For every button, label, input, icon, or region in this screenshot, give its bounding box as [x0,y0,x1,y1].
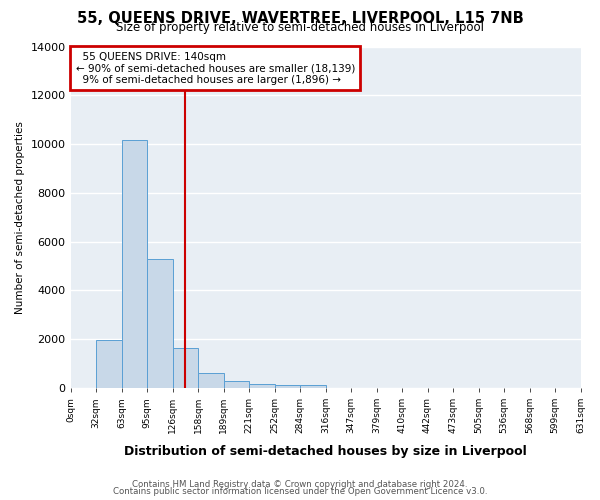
X-axis label: Distribution of semi-detached houses by size in Liverpool: Distribution of semi-detached houses by … [124,444,527,458]
Text: 55, QUEENS DRIVE, WAVERTREE, LIVERPOOL, L15 7NB: 55, QUEENS DRIVE, WAVERTREE, LIVERPOOL, … [77,11,523,26]
Text: Contains HM Land Registry data © Crown copyright and database right 2024.: Contains HM Land Registry data © Crown c… [132,480,468,489]
Bar [96,340,122,388]
Text: Size of property relative to semi-detached houses in Liverpool: Size of property relative to semi-detach… [116,22,484,35]
Bar [198,373,224,388]
Bar [147,258,173,388]
Bar [249,384,275,388]
Bar [275,386,300,388]
Y-axis label: Number of semi-detached properties: Number of semi-detached properties [15,121,25,314]
Bar [300,386,326,388]
Text: Contains public sector information licensed under the Open Government Licence v3: Contains public sector information licen… [113,487,487,496]
Bar [224,382,249,388]
Text: 55 QUEENS DRIVE: 140sqm
← 90% of semi-detached houses are smaller (18,139)
  9% : 55 QUEENS DRIVE: 140sqm ← 90% of semi-de… [76,52,355,85]
Bar [122,140,147,388]
Bar [173,348,198,388]
